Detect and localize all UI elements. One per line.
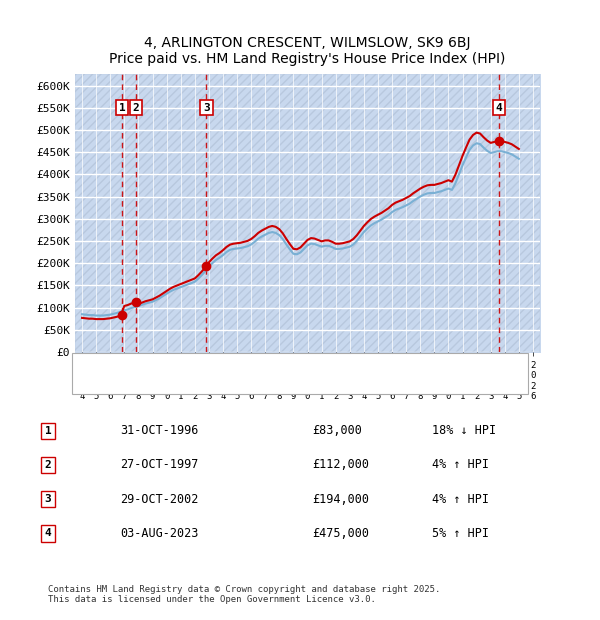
Text: 3: 3	[203, 103, 210, 113]
Text: 29-OCT-2002: 29-OCT-2002	[120, 493, 199, 505]
Text: 03-AUG-2023: 03-AUG-2023	[120, 527, 199, 539]
Text: 4: 4	[44, 528, 52, 538]
Text: 1: 1	[119, 103, 125, 113]
Text: 3: 3	[44, 494, 52, 504]
Text: £112,000: £112,000	[312, 459, 369, 471]
Text: 31-OCT-1996: 31-OCT-1996	[120, 425, 199, 437]
Text: 27-OCT-1997: 27-OCT-1997	[120, 459, 199, 471]
Text: 2: 2	[44, 460, 52, 470]
Text: £475,000: £475,000	[312, 527, 369, 539]
Text: 1: 1	[44, 426, 52, 436]
Text: £83,000: £83,000	[312, 425, 362, 437]
Text: 18% ↓ HPI: 18% ↓ HPI	[432, 425, 496, 437]
Text: 4% ↑ HPI: 4% ↑ HPI	[432, 459, 489, 471]
Text: £194,000: £194,000	[312, 493, 369, 505]
Text: 5% ↑ HPI: 5% ↑ HPI	[432, 527, 489, 539]
Title: 4, ARLINGTON CRESCENT, WILMSLOW, SK9 6BJ
Price paid vs. HM Land Registry's House: 4, ARLINGTON CRESCENT, WILMSLOW, SK9 6BJ…	[109, 36, 506, 66]
Text: 4: 4	[496, 103, 502, 113]
Text: 2: 2	[133, 103, 139, 113]
Text: Contains HM Land Registry data © Crown copyright and database right 2025.
This d: Contains HM Land Registry data © Crown c…	[48, 585, 440, 604]
Text: 4, ARLINGTON CRESCENT, WILMSLOW, SK9 6BJ (detached house): 4, ARLINGTON CRESCENT, WILMSLOW, SK9 6BJ…	[123, 355, 462, 365]
Text: 4% ↑ HPI: 4% ↑ HPI	[432, 493, 489, 505]
Text: HPI: Average price, detached house, Cheshire East: HPI: Average price, detached house, Ches…	[123, 373, 388, 383]
